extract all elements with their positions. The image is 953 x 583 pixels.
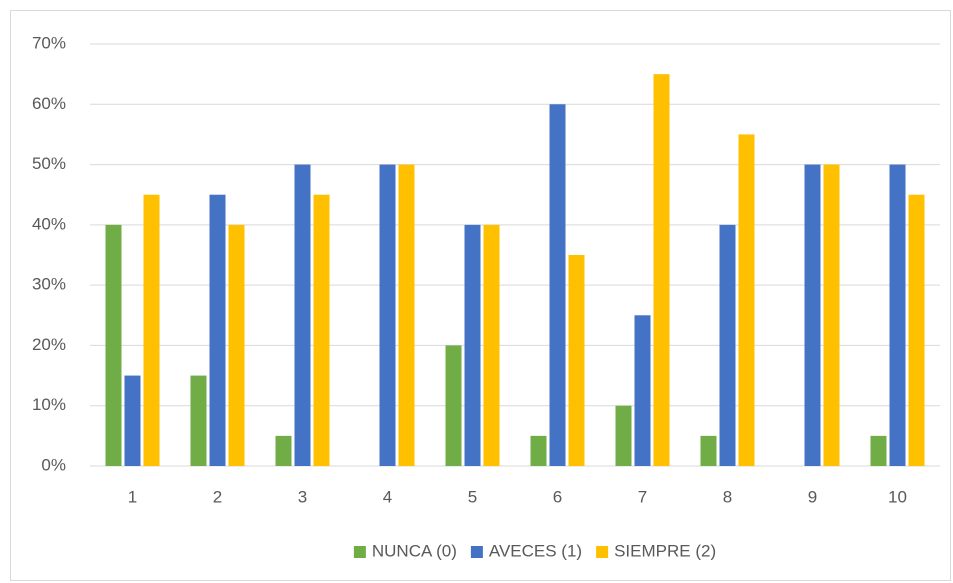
bar bbox=[568, 255, 585, 466]
legend-label: NUNCA (0) bbox=[372, 541, 457, 560]
bar bbox=[294, 164, 311, 467]
bar bbox=[908, 194, 925, 466]
x-tick-label: 3 bbox=[298, 487, 307, 506]
x-tick-label: 7 bbox=[638, 487, 647, 506]
x-tick-label: 4 bbox=[383, 487, 392, 506]
bar bbox=[379, 164, 396, 467]
bar bbox=[483, 224, 500, 466]
x-tick-label: 8 bbox=[723, 487, 732, 506]
bar bbox=[823, 164, 840, 467]
bar bbox=[209, 194, 226, 466]
bar bbox=[700, 435, 717, 466]
bar bbox=[398, 164, 415, 467]
bar bbox=[105, 224, 122, 466]
bar bbox=[313, 194, 330, 466]
bar bbox=[549, 104, 566, 467]
bar bbox=[275, 435, 292, 466]
bar bbox=[719, 224, 736, 466]
y-tick-label: 60% bbox=[32, 94, 66, 113]
bar bbox=[228, 224, 245, 466]
y-tick-label: 40% bbox=[32, 214, 66, 233]
y-tick-label: 10% bbox=[32, 395, 66, 414]
bar bbox=[615, 405, 632, 466]
x-tick-label: 2 bbox=[213, 487, 222, 506]
bar bbox=[190, 375, 207, 466]
y-tick-label: 30% bbox=[32, 275, 66, 294]
y-tick-label: 20% bbox=[32, 335, 66, 354]
y-tick-label: 0% bbox=[41, 455, 66, 474]
y-tick-label: 50% bbox=[32, 154, 66, 173]
bar bbox=[804, 164, 821, 467]
x-tick-label: 6 bbox=[553, 487, 562, 506]
legend-swatch bbox=[596, 546, 609, 558]
bar bbox=[143, 194, 160, 466]
bar bbox=[738, 134, 755, 466]
bar bbox=[870, 435, 887, 466]
legend-label: AVECES (1) bbox=[489, 541, 582, 560]
bar bbox=[445, 345, 462, 466]
x-tick-label: 5 bbox=[468, 487, 477, 506]
x-tick-label: 1 bbox=[128, 487, 137, 506]
bar bbox=[653, 74, 670, 467]
bar bbox=[464, 224, 481, 466]
bar bbox=[530, 435, 547, 466]
y-tick-label: 70% bbox=[32, 33, 66, 52]
x-tick-label: 10 bbox=[888, 487, 907, 506]
legend-swatch bbox=[353, 546, 366, 558]
bar bbox=[124, 375, 141, 466]
bar bbox=[634, 315, 651, 466]
legend-label: SIEMPRE (2) bbox=[614, 541, 716, 560]
bar bbox=[889, 164, 906, 467]
legend-swatch bbox=[470, 546, 483, 558]
x-tick-label: 9 bbox=[808, 487, 817, 506]
